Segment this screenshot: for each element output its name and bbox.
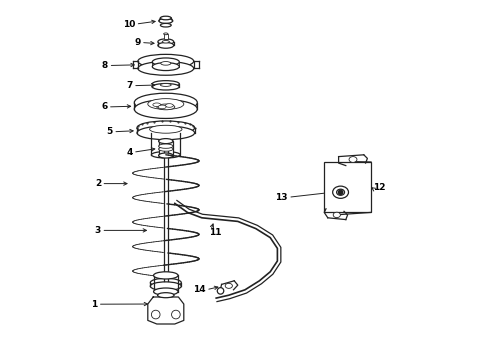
Ellipse shape [225, 283, 232, 288]
Ellipse shape [151, 152, 180, 158]
Ellipse shape [137, 126, 195, 140]
Ellipse shape [157, 293, 174, 298]
Bar [324, 162, 371, 212]
Text: 13: 13 [275, 193, 288, 202]
Bar [159, 141, 173, 156]
Ellipse shape [349, 157, 357, 162]
Bar [164, 34, 168, 39]
Ellipse shape [160, 16, 171, 20]
Bar [153, 275, 178, 292]
Text: 3: 3 [95, 226, 101, 235]
Circle shape [151, 310, 160, 319]
Ellipse shape [153, 272, 178, 279]
Ellipse shape [158, 42, 174, 48]
Ellipse shape [159, 139, 173, 144]
Circle shape [339, 190, 343, 194]
Ellipse shape [152, 84, 179, 90]
Text: 2: 2 [95, 179, 101, 188]
Text: 12: 12 [373, 184, 385, 192]
Text: 5: 5 [107, 127, 113, 136]
Text: 7: 7 [126, 81, 133, 90]
Circle shape [172, 310, 180, 319]
Ellipse shape [160, 84, 171, 86]
Ellipse shape [149, 125, 182, 133]
Ellipse shape [159, 144, 173, 148]
Ellipse shape [148, 99, 184, 109]
Ellipse shape [164, 33, 168, 35]
Ellipse shape [333, 212, 341, 217]
Text: 8: 8 [102, 61, 108, 70]
Text: 4: 4 [126, 148, 133, 157]
Text: 14: 14 [193, 285, 205, 294]
Ellipse shape [158, 39, 174, 45]
Ellipse shape [162, 40, 170, 43]
Ellipse shape [152, 63, 179, 71]
Ellipse shape [152, 58, 179, 66]
Ellipse shape [333, 186, 348, 198]
Ellipse shape [161, 62, 171, 65]
Text: 1: 1 [91, 300, 98, 309]
Ellipse shape [137, 121, 195, 135]
Text: 11: 11 [209, 228, 221, 237]
Ellipse shape [166, 104, 173, 107]
Circle shape [217, 288, 224, 294]
Ellipse shape [159, 18, 172, 23]
Ellipse shape [153, 288, 178, 295]
Ellipse shape [150, 282, 181, 291]
Ellipse shape [138, 62, 194, 75]
Ellipse shape [150, 278, 181, 287]
Ellipse shape [134, 100, 197, 118]
Text: 10: 10 [123, 19, 135, 29]
Ellipse shape [160, 23, 171, 27]
Ellipse shape [152, 81, 179, 87]
Ellipse shape [134, 93, 197, 112]
Ellipse shape [138, 54, 194, 68]
Text: 9: 9 [134, 38, 141, 47]
Ellipse shape [157, 104, 175, 110]
Ellipse shape [337, 189, 344, 195]
Bar [164, 141, 168, 281]
Ellipse shape [158, 105, 166, 109]
Text: 6: 6 [101, 102, 107, 112]
Ellipse shape [159, 153, 173, 158]
Ellipse shape [159, 147, 173, 151]
Ellipse shape [153, 103, 161, 107]
